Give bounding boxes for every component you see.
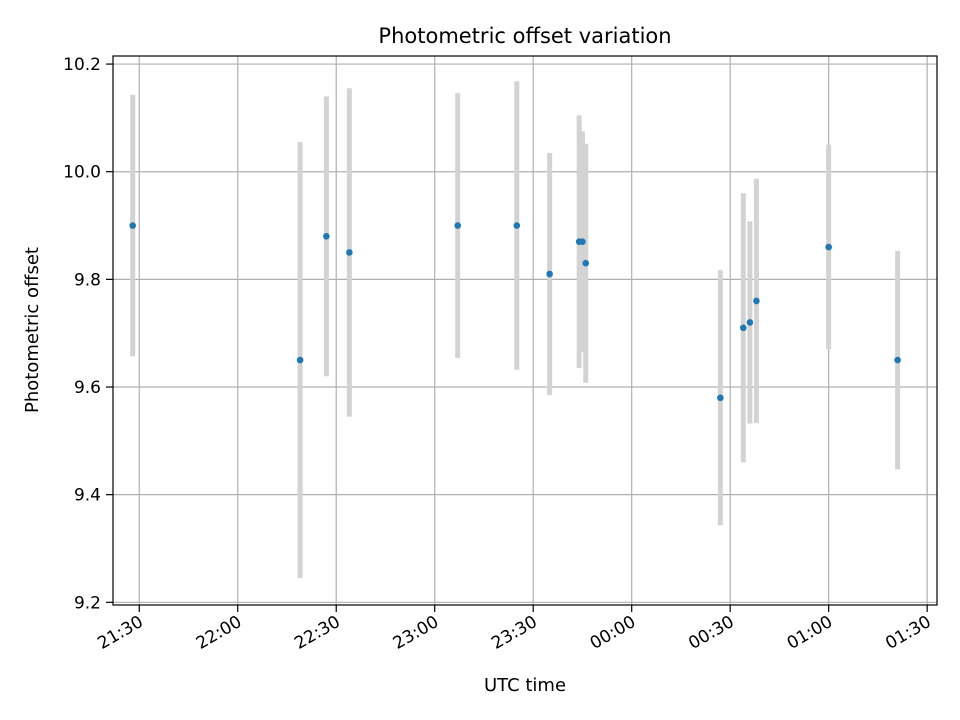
y-tick-label: 9.8	[74, 270, 101, 290]
x-axis-label: UTC time	[484, 675, 566, 696]
data-point	[546, 270, 553, 278]
data-point	[582, 259, 590, 267]
plot-frame	[112, 55, 938, 606]
y-tick-label: 9.4	[74, 486, 101, 506]
data-points	[129, 222, 901, 402]
data-point	[296, 356, 304, 364]
data-point	[753, 297, 760, 305]
y-tick-label: 10.2	[63, 55, 101, 75]
y-tick-label: 9.2	[74, 593, 101, 613]
data-point	[346, 249, 353, 256]
data-point	[513, 222, 521, 229]
data-point	[894, 356, 901, 364]
data-point	[454, 222, 462, 229]
y-axis: 9.2 9.4 9.6 9.8 10.0 10.2	[63, 55, 113, 613]
data-point	[323, 233, 330, 240]
data-point	[740, 324, 747, 332]
data-point	[746, 319, 754, 326]
chart-title: Photometric offset variation	[378, 24, 671, 48]
data-point	[825, 243, 832, 251]
y-tick-label: 9.6	[74, 378, 101, 398]
y-tick-label: 10.0	[63, 163, 101, 183]
plot-area	[113, 56, 937, 605]
data-point	[129, 222, 136, 229]
data-point	[717, 394, 724, 402]
y-axis-label: Photometric offset	[22, 247, 43, 413]
data-point	[579, 238, 586, 245]
